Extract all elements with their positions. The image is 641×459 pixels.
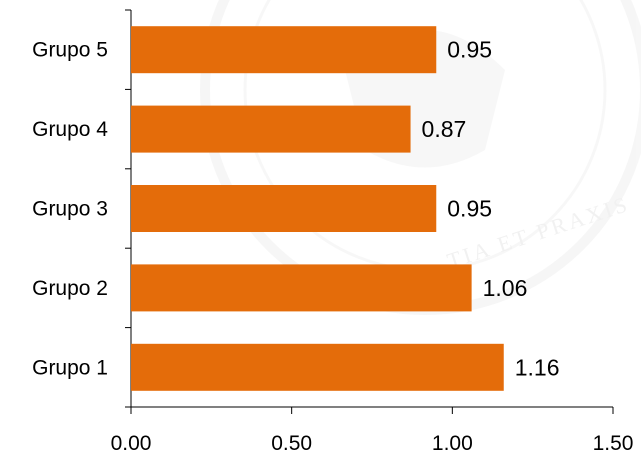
bars-group xyxy=(131,26,504,391)
category-label: Grupo 4 xyxy=(32,118,108,141)
labels-group: Grupo 1 1.16 Grupo 2 1.06 Grupo 3 0.95 Grupo 4… xyxy=(32,37,559,381)
bar-grupo-3 xyxy=(131,185,437,232)
category-label: Grupo 5 xyxy=(32,39,108,62)
bar-grupo-4 xyxy=(131,105,411,153)
category-label: Grupo 2 xyxy=(32,277,108,300)
value-label: 0.95 xyxy=(447,37,492,63)
value-label: 1.06 xyxy=(483,275,528,301)
x-tick-label: 0.00 xyxy=(111,432,152,455)
category-label: Grupo 1 xyxy=(32,356,108,379)
x-tick-label: 0.50 xyxy=(271,432,312,455)
x-tick-label: 1.00 xyxy=(432,432,473,455)
bar-grupo-1 xyxy=(131,343,504,391)
category-label: Grupo 3 xyxy=(32,198,108,221)
value-label: 0.95 xyxy=(447,196,492,222)
value-label: 0.87 xyxy=(422,116,467,142)
value-label: 1.16 xyxy=(515,354,560,380)
x-tick-label: 1.50 xyxy=(593,432,634,455)
axes: 0.00 0.50 1.00 1.50 xyxy=(111,9,634,455)
bar-grupo-2 xyxy=(131,264,472,312)
bar-grupo-5 xyxy=(131,26,437,74)
